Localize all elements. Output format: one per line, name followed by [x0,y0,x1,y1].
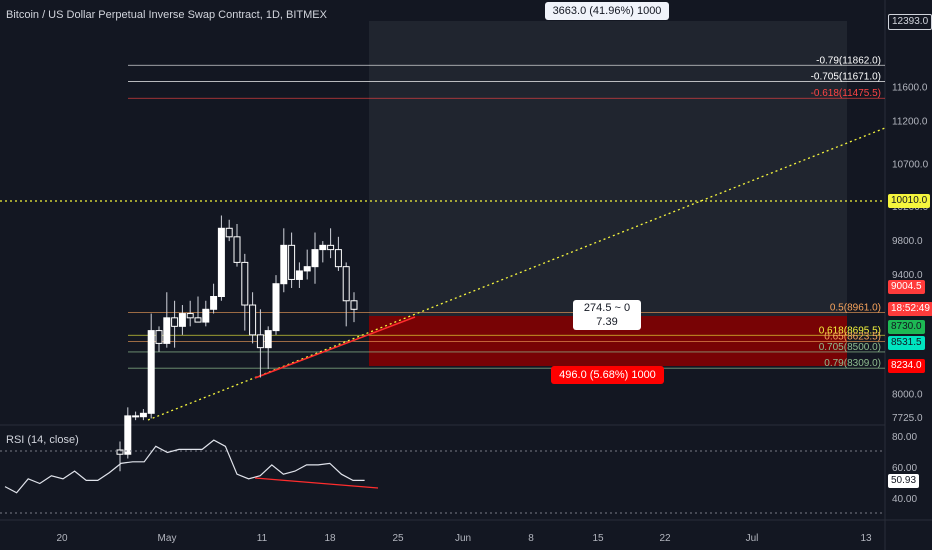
fib-levels: -0.79(11862.0) -0.705(11671.0) -0.618(1147… [128,55,885,369]
candle-body [280,244,288,285]
stop-callout[interactable]: 496.0 (5.68%) 1000 [551,366,664,384]
x-tick-label: 13 [860,533,872,544]
x-tick-label: 20 [56,533,68,544]
price-box-stop: 8234.0 [888,359,925,373]
y-tick-label: 9800.0 [892,236,923,247]
profit-zone [369,21,847,316]
price-box-top: 12393.0 [888,14,932,30]
x-tick-label: 15 [592,533,604,544]
trend-extension-line[interactable] [147,127,886,421]
candle-body [249,304,257,336]
fib-level-label: -0.79(11862.0) [816,55,881,66]
x-tick-label: May [158,533,177,544]
price-box-last: 9004.5 [888,280,925,294]
fib-level-label: -0.618(11475.5) [811,88,881,99]
y-tick-label: 11200.0 [892,117,928,128]
candle-body [288,244,296,280]
candle-body [311,249,319,268]
rsi-tick-label: 40.00 [892,494,917,505]
candle-body [124,415,132,455]
candle-body [256,334,264,349]
rsi-line [4,439,365,494]
fib-level-label: 0.5(8961.0) [830,303,881,314]
candle-body [303,266,311,272]
price-box-countdown: 18:52:49 [888,302,932,316]
target-callout[interactable]: 3663.0 (41.96%) 1000 [545,2,669,20]
x-tick-label: Jun [455,533,471,544]
candle-body [241,261,249,306]
rsi-tick-label: 60.00 [892,463,917,474]
rsi-divergence-line[interactable] [254,477,379,489]
price-box-cyan: 8531.5 [888,336,925,350]
candle-body [171,317,179,327]
candle-body [202,308,210,323]
fib-level-label: 0.618(8695.5) [819,325,881,336]
y-tick-label: 10700.0 [892,159,929,170]
price-box-entry: 8730.0 [888,320,925,334]
candlestick-series [116,215,358,472]
candle-body [217,227,225,298]
candle-body [139,412,147,418]
time-axis: 20 May 11 18 25 Jun 8 15 22 Jul 13 [56,533,872,544]
candle-body [272,283,280,332]
candle-body [163,317,171,344]
fib-level-label: -0.705(11671.0) [811,72,881,83]
risk-reward-line1: 274.5 ~ 0 [583,302,631,314]
candle-body [178,313,186,327]
risk-reward-callout[interactable]: 274.5 ~ 0 7.39 [573,300,641,330]
x-tick-label: 25 [392,533,404,544]
trend-support-line[interactable] [254,316,416,379]
candle-body [233,236,241,263]
x-tick-label: 11 [257,533,268,544]
y-tick-label: 7725.0 [892,413,923,424]
candle-body [225,227,233,238]
candle-body [132,415,140,418]
x-tick-label: 8 [528,533,534,544]
y-tick-label: 11600.0 [892,83,928,94]
candle-body [186,313,194,319]
x-tick-label: Jul [746,533,759,544]
rsi-title: RSI (14, close) [6,434,79,446]
candle-body [116,449,124,455]
candle-body [147,330,155,414]
rsi-tick-label: 80.00 [892,432,917,443]
rsi-axis: 80.00 60.00 40.00 [892,432,917,505]
fib-level-label: 0.705(8500.0) [819,342,881,353]
price-box-resistance: 10010.0 [888,194,931,208]
y-tick-label: 9400.0 [892,270,923,281]
x-tick-label: 22 [659,533,671,544]
candle-body [342,266,350,302]
x-tick-label: 18 [324,533,336,544]
candle-body [319,244,327,251]
candle-body [264,330,272,349]
candle-body [155,330,163,344]
candle-body [334,249,342,268]
candle-body [350,300,358,310]
fib-level-label: 0.65(8623.5) [824,331,881,342]
candle-body [210,296,218,310]
candle-body [295,270,303,280]
candle-body [327,244,335,251]
chart-title: Bitcoin / US Dollar Perpetual Inverse Sw… [6,9,327,21]
risk-reward-line2: 7.39 [596,316,618,328]
fib-level-label: 0.79(8309.0) [824,358,881,369]
rsi-value-box: 50.93 [888,474,920,488]
y-tick-label: 8000.0 [892,390,923,401]
candle-body [194,317,202,323]
